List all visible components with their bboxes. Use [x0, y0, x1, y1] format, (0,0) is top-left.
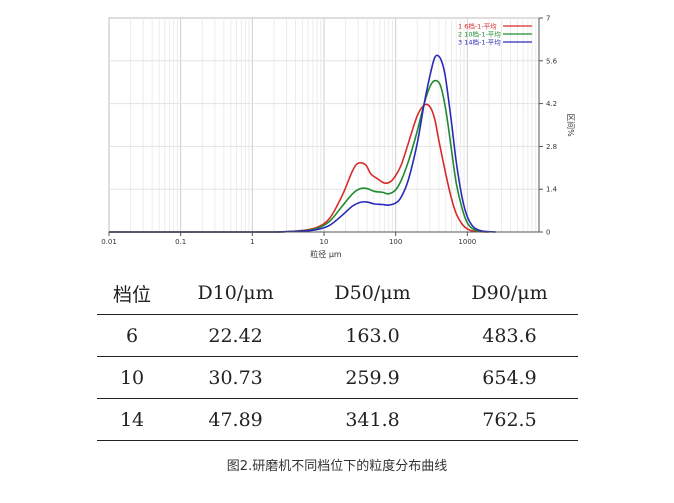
table-cell: 14 — [97, 398, 168, 441]
legend-entry-label: 3 14档-1-平均 — [458, 38, 501, 47]
legend-entry-label: 1 6档-1-平均 — [458, 22, 497, 31]
table-cell: 654.9 — [441, 356, 578, 399]
table-cell: 10 — [97, 356, 168, 399]
y-tick-label: 0 — [546, 229, 550, 237]
header-d90: D90/μm — [441, 272, 578, 315]
table-cell: 6 — [97, 314, 168, 357]
particle-size-table: 档位 D10/μm D50/μm D90/μm 6 22.42 163.0 48… — [97, 272, 578, 441]
y-tick-label: 5.6 — [546, 57, 558, 65]
legend-entry-label: 2 10档-1-平均 — [458, 30, 501, 39]
y-tick-label: 4.2 — [546, 100, 557, 108]
y-tick-label: 7 — [546, 15, 550, 23]
series-line-3 — [273, 54, 496, 233]
x-axis-label: 粒径 μm — [310, 249, 342, 259]
figure-caption: 图2.研磨机不同档位下的粒度分布曲线 — [226, 459, 448, 474]
series-line-2 — [273, 79, 489, 233]
table-row: 14 47.89 341.8 762.5 — [97, 398, 578, 441]
x-tick-label: 100 — [389, 238, 402, 246]
legend: 1 6档-1-平均2 10档-1-平均3 14档-1-平均 — [458, 22, 532, 47]
x-tick-label: 0.01 — [101, 238, 117, 246]
table-cell: 47.89 — [167, 398, 305, 441]
table-row: 10 30.73 259.9 654.9 — [97, 356, 578, 399]
header-d10: D10/μm — [167, 272, 305, 315]
header-d50: D50/μm — [304, 272, 441, 315]
grid-lines — [109, 18, 539, 232]
table-cell: 341.8 — [304, 398, 441, 441]
y-axis-label: 区间% — [566, 113, 575, 137]
y-tick-label: 2.8 — [546, 143, 557, 151]
table-header-row: 档位 D10/μm D50/μm D90/μm — [97, 272, 578, 315]
axes: 0.01 0.1 1 10 100 1000 0 1.4 2.8 4.2 5.6 7 — [101, 15, 557, 247]
particle-size-chart: 0.01 0.1 1 10 100 1000 0 1.4 2.8 4.2 5.6 7 1 6档-1-平… — [101, 15, 575, 260]
table-cell: 259.9 — [304, 356, 441, 399]
header-gear: 档位 — [97, 272, 168, 315]
y-tick-label: 1.4 — [546, 186, 558, 194]
table-cell: 163.0 — [304, 314, 441, 357]
table-cell: 483.6 — [441, 314, 578, 357]
x-tick-label: 1000 — [458, 238, 476, 246]
x-tick-label: 0.1 — [175, 238, 186, 246]
table-cell: 30.73 — [167, 356, 305, 399]
x-tick-label: 10 — [320, 238, 329, 246]
table-cell: 762.5 — [441, 398, 578, 441]
table-row: 6 22.42 163.0 483.6 — [97, 314, 578, 357]
series-line-1 — [273, 103, 489, 233]
table-cell: 22.42 — [167, 314, 305, 357]
x-tick-label: 1 — [250, 238, 254, 246]
